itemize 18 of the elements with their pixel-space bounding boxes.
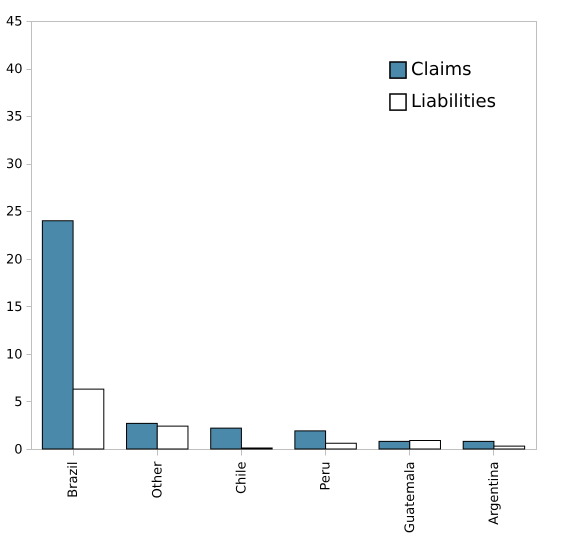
y-tick-label: 15 [6,300,22,315]
x-tick-label: Chile [234,462,250,494]
y-tick-label: 25 [6,204,22,220]
x-tick-label: Peru [318,462,334,490]
x-tick-label: Brazil [66,462,82,498]
y-tick-label: 10 [6,347,22,362]
x-tick-label: Argentina [486,462,502,525]
legend-label: Claims [411,59,472,80]
y-tick-label: 0 [14,442,22,458]
x-tick-label: Guatemala [402,462,418,534]
y-tick-label: 45 [6,14,22,30]
x-tick-label: Other [150,460,166,498]
y-tick-label: 20 [6,252,22,268]
legend-label: Liabilities [411,91,496,112]
y-tick-label: 5 [14,394,22,410]
y-tick-label: 30 [6,157,22,172]
y-tick-label: 40 [6,62,22,78]
y-tick-label: 35 [6,110,22,125]
